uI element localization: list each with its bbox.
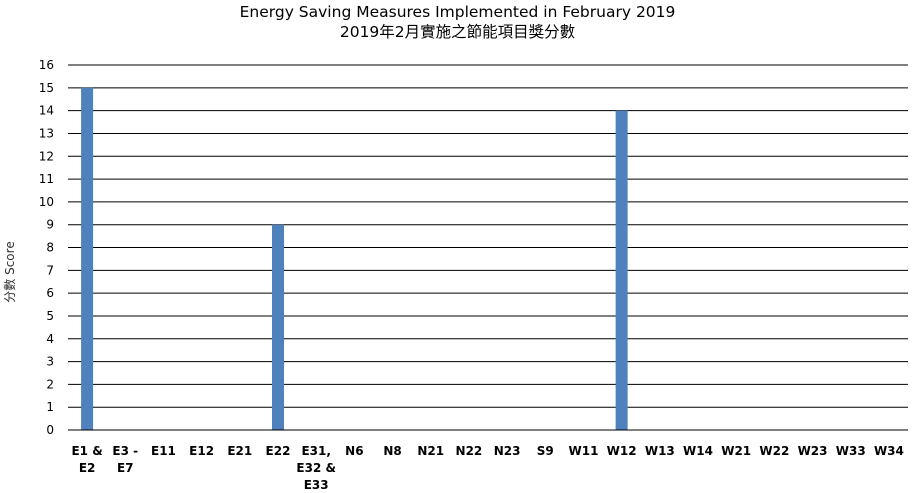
y-tick-label: 3 [46,355,54,369]
y-tick-label: 14 [39,104,54,118]
y-tick-label: 2 [46,377,54,391]
bar [615,110,628,430]
y-tick-label: 5 [46,309,54,323]
x-tick-label: W22 [759,444,789,458]
y-tick-label: 13 [39,126,54,140]
x-tick-label: E22 [266,444,291,458]
x-tick-label: E1 & [71,444,102,458]
y-tick-label: 0 [46,423,54,437]
x-tick-label: N8 [383,444,401,458]
y-tick-label: 7 [46,263,54,277]
x-tick-label: N23 [494,444,521,458]
x-tick-label: E21 [227,444,252,458]
x-tick-label: N6 [345,444,363,458]
x-axis-labels: E1 & E2 E3 - E7 E11 E12 E21 E22 E31, E32 & E33 N6 N8… [71,444,903,492]
y-tick-label: 1 [46,400,54,414]
chart-title-block: Energy Saving Measures Implemented in Fe… [0,2,915,42]
y-tick-label: 15 [39,81,54,95]
x-tick-label: W12 [607,444,637,458]
x-tick-label: E2 [79,461,96,475]
x-tick-label: E3 - [112,444,138,458]
x-tick-label: E31, [301,444,330,458]
x-tick-label: E33 [304,478,329,492]
y-tick-label: 8 [46,241,54,255]
bar [272,224,284,430]
x-tick-label: W34 [874,444,904,458]
x-tick-label: E7 [117,461,134,475]
y-tick-label: 11 [39,172,54,186]
x-tick-label: N22 [456,444,483,458]
x-tick-label: W11 [568,444,598,458]
x-tick-label: W14 [683,444,713,458]
chart-subtitle: 2019年2月實施之節能項目獎分數 [339,23,576,41]
x-tick-label: W23 [798,444,828,458]
y-axis-label: 分數 Score [3,241,17,302]
y-tick-label: 12 [39,149,54,163]
y-tick-label: 10 [39,195,54,209]
x-tick-label: E11 [151,444,176,458]
x-tick-label: W21 [721,444,751,458]
x-tick-label: W13 [645,444,675,458]
x-tick-label: W33 [836,444,866,458]
y-tick-label: 9 [46,218,54,232]
y-tick-label: 6 [46,286,54,300]
x-tick-label: N21 [417,444,444,458]
gridlines [68,64,908,408]
y-tick-label: 4 [46,332,54,346]
x-tick-label: S9 [537,444,554,458]
chart-title: Energy Saving Measures Implemented in Fe… [239,3,676,21]
x-tick-label: E12 [189,444,214,458]
bar [81,87,94,430]
x-tick-label: E32 & [296,461,336,475]
y-tick-label: 16 [39,58,54,72]
bars [81,87,628,430]
